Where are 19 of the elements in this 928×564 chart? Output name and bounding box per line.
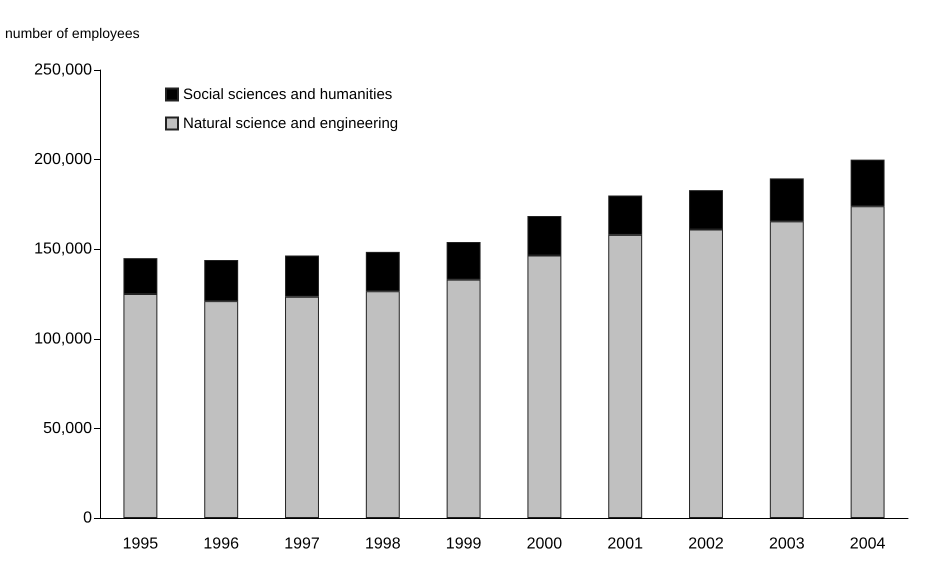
- x-tick-label: 1996: [203, 536, 240, 552]
- y-tick-label: 250,000: [34, 62, 92, 78]
- y-tick-label: 200,000: [34, 151, 92, 168]
- x-tick-label: 2001: [607, 536, 644, 552]
- x-tick-label: 2003: [769, 536, 805, 552]
- x-tick-label: 1997: [284, 536, 320, 552]
- x-tick-label: 1998: [365, 536, 401, 552]
- x-tick-label: 1995: [122, 536, 158, 552]
- y-tick-label: 50,000: [43, 420, 92, 437]
- x-tick-label: 2000: [526, 536, 562, 552]
- x-tick-label: 2002: [688, 536, 724, 552]
- x-tick-label: 1999: [446, 536, 482, 552]
- y-tick-label: 100,000: [34, 330, 92, 348]
- y-axis-title: number of employees: [5, 25, 140, 41]
- legend-label: Social sciences and humanities: [183, 86, 392, 103]
- y-tick-label: 150,000: [34, 240, 92, 258]
- y-tick-label: 0: [83, 510, 92, 526]
- legend-label: Natural science and engineering: [183, 115, 398, 132]
- x-tick-label: 2004: [850, 536, 886, 552]
